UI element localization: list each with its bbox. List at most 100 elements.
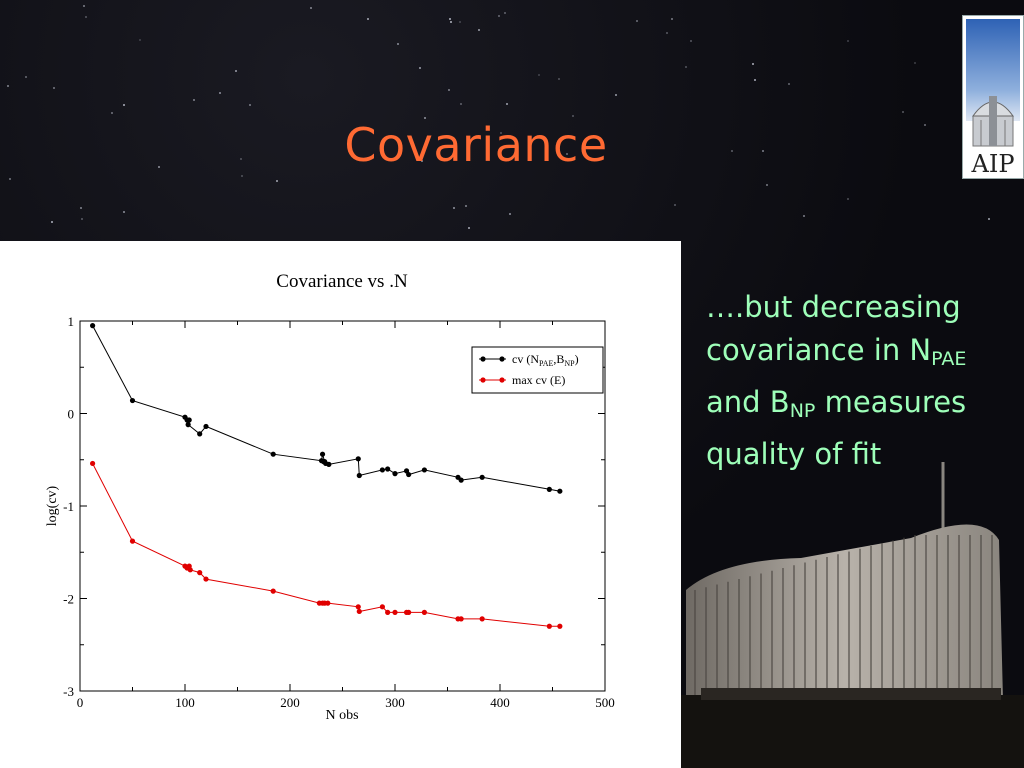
data-point-0 [379,467,385,473]
star [751,62,754,65]
star [762,150,765,153]
side-text-bnp-sub: NP [789,400,816,422]
side-text-npae-sub: PAE [931,348,967,370]
legend-cv-sub1: PAE [539,359,553,368]
star [423,116,426,119]
data-point-1 [129,538,136,544]
star [241,174,244,177]
star [465,204,468,207]
series-layer [90,323,563,629]
star [157,166,160,169]
star [248,104,251,107]
side-text-line-2: covariance in NPAE [706,329,1016,381]
star [901,110,904,113]
star [192,98,195,101]
side-text: ….but decreasing covariance in NPAE and … [706,286,1016,476]
star [847,39,850,42]
data-point-0 [355,456,361,462]
data-point-0 [203,423,209,430]
aip-logo: AIP [962,15,1024,179]
star [24,76,27,79]
legend-marker-max-end [499,377,505,383]
legend-cv-mid: ,B [553,352,564,366]
chart-panel: Covariance vs .N 0 100 200 300 400 500 -3 -2 -1 0… [0,241,681,768]
legend-cv-sub2: NP [564,359,575,368]
star [449,21,452,24]
x-tick-label: 0 [77,695,84,710]
star [219,92,222,95]
y-tick-label: 1 [68,314,75,329]
star [636,20,639,23]
star [685,65,688,68]
star [670,17,673,20]
data-point-0 [356,472,362,479]
y-tick-label: 0 [68,407,75,422]
star [52,86,55,89]
data-point-0 [458,477,464,483]
data-point-0 [479,474,485,480]
star [449,17,452,20]
data-point-1 [270,588,276,594]
data-point-0 [406,471,412,478]
data-point-1 [356,608,362,615]
star [111,112,114,115]
side-text-line-1: ….but decreasing [706,290,961,324]
x-tick-label: 400 [490,695,510,710]
legend-cv-main: cv (N [512,352,539,366]
star [503,12,506,15]
covariance-chart: Covariance vs .N 0 100 200 300 400 500-3-2-10… [45,271,615,723]
y-tick-label: -2 [63,592,74,607]
star [987,217,990,220]
data-point-1 [203,576,209,582]
data-point-0 [90,323,96,329]
observatory-image [681,462,1024,768]
star [566,153,569,156]
star [914,62,917,65]
star [452,207,455,210]
data-point-0 [385,466,391,472]
star [508,213,511,215]
data-point-1 [557,623,563,629]
data-point-0 [129,397,136,404]
star [83,4,86,7]
side-text-line-3: and BNP measures [706,381,1016,433]
star [459,21,462,24]
data-point-0 [557,488,563,494]
legend-marker-cv [480,356,486,362]
star [239,157,242,160]
star [84,16,87,19]
star [448,88,451,91]
data-point-1 [355,604,361,610]
legend-label-max: max cv (E) [512,373,565,387]
star [498,15,501,18]
star [8,177,11,180]
data-point-0 [197,431,203,437]
star [615,94,618,97]
star [803,214,806,217]
data-point-0 [546,486,552,492]
star [459,103,462,106]
star [396,43,399,46]
axis-ticks: 0 100 200 300 400 500 -3 -2 -1 0 1 [63,314,615,710]
data-point-1 [197,570,203,576]
star [51,220,54,223]
legend-box [471,346,604,394]
x-tick-label: 100 [175,695,195,710]
data-point-0 [421,467,427,473]
legend: cv (NPAE,BNP) max cv (E) [471,346,604,394]
star [765,183,768,186]
star [571,114,574,117]
data-point-0 [319,451,326,457]
star [505,103,508,106]
data-point-1 [458,616,464,622]
star [420,160,423,163]
legend-label-cv: cv (NPAE,BNP) [512,352,579,368]
data-point-1 [421,609,427,615]
star [478,29,481,32]
side-text-line-4: quality of fit [706,437,882,471]
y-tick-label: -1 [63,499,74,514]
star [538,73,541,76]
x-tick-label: 500 [595,695,615,710]
star [122,211,125,214]
side-text-line-2-text: covariance in N [706,333,932,367]
